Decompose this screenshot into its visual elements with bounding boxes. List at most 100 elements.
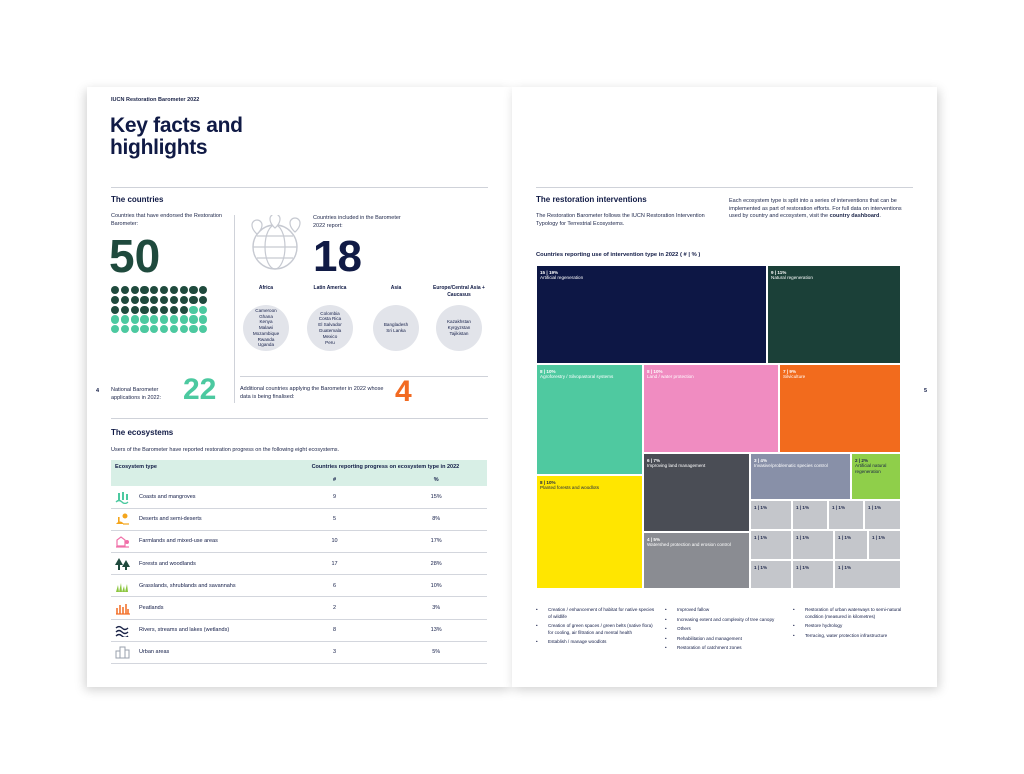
region-country: Guatemala: [318, 328, 342, 333]
treemap-cell: 1 | 1%: [750, 530, 792, 560]
vertical-divider: [234, 215, 235, 403]
treemap-value: 1 | 1%: [838, 535, 852, 540]
treemap-cell: 1 | 1%: [792, 500, 828, 530]
treemap-value: 1 | 1%: [754, 565, 768, 570]
ecosystem-percent: 3%: [385, 596, 487, 620]
treemap-value: 3 | 4%: [754, 458, 768, 463]
treemap-cell: 1 | 1%: [868, 530, 901, 560]
treemap-label: 2 | 2% Artificial natural regeneration: [855, 458, 900, 474]
treemap-label: 1 | 1%: [754, 505, 767, 510]
country-dot: [140, 315, 149, 324]
region-country: Mexico: [322, 333, 338, 339]
treemap-cell: 3 | 4% Invasive/problematic species contr…: [750, 453, 851, 500]
legend-bullet-item: Terracing, water protection infrastructu…: [793, 633, 911, 640]
country-dot: [159, 305, 169, 314]
interventions-intro-a: The Restoration Barometer follows the IU…: [536, 213, 705, 227]
included-label: Countries included in the Barometer 2022…: [313, 215, 401, 229]
treemap-label: 1 | 1%: [872, 535, 885, 540]
country-dot: [111, 325, 120, 334]
treemap-name: Natural regeneration: [771, 275, 813, 281]
treemap-cell: 8 | 10% Agroforestry / Silvopastoral syst…: [536, 364, 643, 475]
country-dot: [130, 286, 139, 295]
treemap-value: 8 | 10%: [540, 369, 556, 374]
treemap-value: 2 | 2%: [855, 458, 869, 463]
legend-bullet-item: Restoration of urban waterways to semi-n…: [793, 607, 911, 620]
country-dot: [169, 315, 178, 324]
header-spacer: [111, 473, 284, 486]
region-country: Sri Lanka: [386, 328, 406, 333]
divider: [240, 376, 488, 377]
treemap-label: 1 | 1%: [838, 565, 851, 570]
treemap-name: Artificial natural regeneration: [855, 463, 887, 474]
region-europe-central-asia: Europe/Central Asia + Caucasus Kazakhsta…: [430, 285, 488, 351]
ecosystem-name: Grasslands, shrublands and savannahs: [139, 582, 236, 589]
country-dot: [130, 325, 139, 334]
table-row: Urban areas 3 5%: [111, 641, 487, 665]
col-reporting: Countries reporting progress on ecosyste…: [283, 460, 487, 473]
country-dot: [150, 305, 159, 314]
treemap-cell: 8 | 10% Planted forests and woodlots: [536, 475, 643, 589]
region-country: Peru: [325, 339, 335, 345]
page-number: 4: [96, 388, 100, 394]
region-country: Malawi: [258, 325, 274, 331]
included-value: 18: [313, 232, 362, 281]
country-dot: [111, 286, 120, 295]
treemap-name: Improving land management: [647, 463, 706, 469]
country-dot: [189, 286, 198, 295]
ecosystem-cell: Deserts and semi-deserts: [111, 508, 284, 531]
treemap-label: 1 | 1%: [868, 505, 881, 510]
country-dot: [169, 325, 178, 334]
ecosystem-cell: Coasts and mangroves: [111, 486, 284, 509]
countries-heading: The countries: [111, 195, 164, 204]
country-dot: [130, 305, 139, 314]
region-country-list: Bangladesh Sri Lanka: [384, 322, 408, 334]
country-dot: [159, 286, 169, 295]
ecosystem-cell: Grasslands, shrublands and savannahs: [111, 574, 284, 598]
country-dot: [150, 325, 159, 334]
treemap-name: Silviculture: [783, 374, 806, 380]
intro-b-end: .: [879, 213, 881, 219]
treemap-value: 1 | 1%: [796, 535, 810, 540]
ecosystem-count: 5: [283, 508, 386, 531]
treemap-value: 8 | 10%: [540, 480, 556, 485]
country-dot: [120, 295, 129, 304]
ecosystem-count: 9: [283, 486, 386, 509]
treemap-name: Invasive/problematic species control: [754, 463, 828, 469]
region-country: Colombia: [320, 310, 340, 316]
endorsed-label: Countries that have endorsed the Restora…: [111, 213, 222, 227]
ecosystem-cell: Rivers, streams and lakes (wetlands): [111, 619, 284, 642]
treemap-cell: 1 | 1%: [792, 560, 834, 589]
globe-pin-icon: [251, 215, 301, 270]
grassland-icon: [116, 582, 128, 592]
ecosystem-count: 17: [283, 552, 386, 576]
treemap-label: 7 | 9% Silviculture: [783, 369, 805, 380]
treemap-value: 1 | 1%: [754, 505, 768, 510]
legend-bullet-item: Restore hydrology: [793, 623, 911, 630]
region-country: Bangladesh: [383, 322, 409, 328]
national-value: 22: [183, 373, 217, 406]
country-dot: [189, 315, 198, 324]
country-dot: [159, 295, 169, 304]
country-dashboard-link[interactable]: country dashboard: [829, 213, 880, 219]
country-dot: [111, 305, 120, 314]
running-head: IUCN Restoration Barometer 2022: [111, 97, 200, 103]
table-row: Farmlands and mixed-use areas 10 17%: [111, 530, 487, 554]
col-num: #: [283, 473, 386, 486]
region-country: Cameroon: [255, 307, 277, 313]
treemap-label: 1 | 1%: [832, 505, 845, 510]
country-dot: [111, 315, 120, 324]
region-country: Rwanda: [257, 336, 275, 342]
left-page: IUCN Restoration Barometer 2022 Key fact…: [87, 87, 512, 687]
ecosystem-name: Farmlands and mixed-use areas: [139, 538, 218, 545]
treemap-cell: 1 | 1%: [750, 500, 792, 530]
treemap-label: 15 | 19% Artificial regeneration: [540, 270, 583, 281]
region-latin-america: Latin America Colombia Costa Rica El Salva…: [302, 285, 358, 351]
region-circle: Colombia Costa Rica El Salvador Guatemala Me…: [307, 305, 353, 351]
region-label: Europe/Central Asia + Caucasus: [433, 285, 485, 298]
ecosystem-count: 8: [283, 619, 386, 642]
page-title: Key facts and highlights: [110, 114, 243, 159]
treemap-value: 1 | 1%: [796, 565, 810, 570]
right-page: The restoration interventions The Restor…: [512, 87, 937, 687]
region-country: Costa Rica: [318, 316, 342, 322]
treemap-name: Watershed protection and erosion control: [647, 542, 731, 548]
